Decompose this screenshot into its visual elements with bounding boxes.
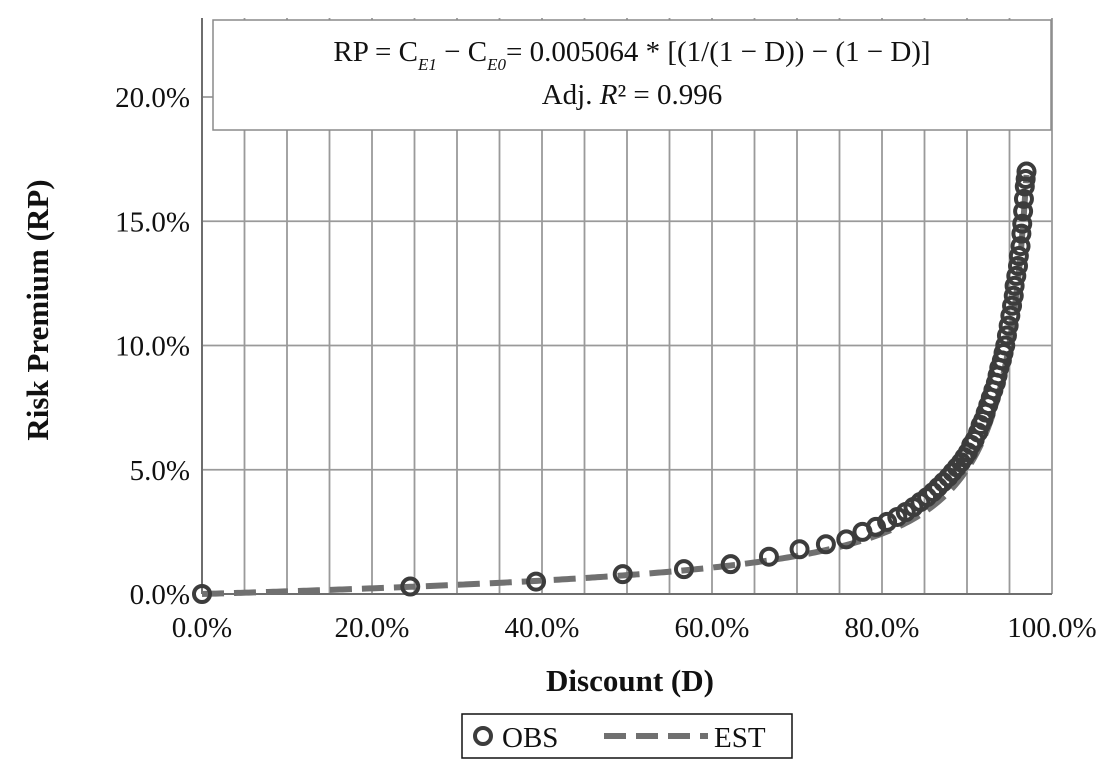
obs-point — [1008, 246, 1029, 267]
obs-point — [1015, 169, 1036, 190]
obs-point — [836, 529, 857, 550]
obs-point — [789, 539, 810, 560]
obs-point — [526, 571, 547, 592]
r-squared-text: Adj. R² = 0.996 — [542, 79, 723, 111]
tick-labels: 0.0% 20.0% 40.0% 60.0% 80.0% 100.0% 0.0% 5.0% 10… — [115, 82, 1097, 644]
x-tick-label: 40.0% — [505, 612, 580, 644]
obs-point — [1008, 255, 1028, 276]
y-tick-label: 5.0% — [130, 455, 190, 487]
x-tick-label: 20.0% — [335, 612, 410, 644]
obs-point — [928, 477, 949, 498]
obs-point — [400, 576, 421, 597]
obs-point — [1002, 295, 1023, 316]
y-tick-label: 10.0% — [115, 331, 190, 363]
obs-point — [758, 546, 779, 567]
y-tick-label: 0.0% — [130, 579, 190, 611]
est-line — [201, 174, 1030, 597]
obs-point — [720, 554, 741, 575]
legend-obs-label: OBS — [502, 722, 558, 754]
obs-point — [192, 584, 212, 604]
obs-point — [877, 511, 898, 532]
obs-point — [1000, 305, 1021, 326]
obs-point — [995, 335, 1016, 356]
legend-obs-marker — [473, 726, 493, 746]
obs-point — [1012, 213, 1033, 234]
y-tick-label: 15.0% — [115, 206, 190, 238]
x-tick-label: 0.0% — [172, 612, 232, 644]
est-series — [201, 174, 1030, 597]
legend: OBS EST — [461, 713, 793, 759]
obs-point — [1010, 236, 1031, 257]
equation-box: RP = CE1 − CE0= 0.005064 * [(1/(1 − D)) … — [212, 19, 1052, 131]
x-axis-title: Discount (D) — [546, 663, 714, 698]
obs-point — [815, 534, 836, 555]
obs-point — [1004, 275, 1025, 296]
equation-text: RP = CE1 − CE0= 0.005064 * [(1/(1 − D)) … — [333, 36, 930, 74]
obs-point — [612, 564, 633, 585]
obs-point — [1003, 285, 1024, 306]
legend-est-label: EST — [714, 722, 766, 754]
obs-series — [192, 161, 1037, 604]
axes — [201, 18, 1052, 595]
obs-point — [923, 482, 943, 503]
obs-point — [1013, 201, 1034, 222]
obs-point — [673, 559, 694, 580]
obs-point — [1011, 223, 1032, 244]
obs-point — [866, 516, 887, 537]
obs-point — [1016, 161, 1037, 182]
obs-point — [998, 315, 1019, 336]
x-tick-label: 80.0% — [845, 612, 920, 644]
x-tick-label: 100.0% — [1007, 612, 1096, 644]
x-tick-label: 60.0% — [675, 612, 750, 644]
obs-point — [1013, 188, 1034, 209]
obs-point — [1006, 265, 1027, 286]
obs-point — [996, 325, 1017, 346]
y-axis-title: Risk Premium (RP) — [20, 179, 55, 440]
y-tick-label: 20.0% — [115, 82, 190, 114]
